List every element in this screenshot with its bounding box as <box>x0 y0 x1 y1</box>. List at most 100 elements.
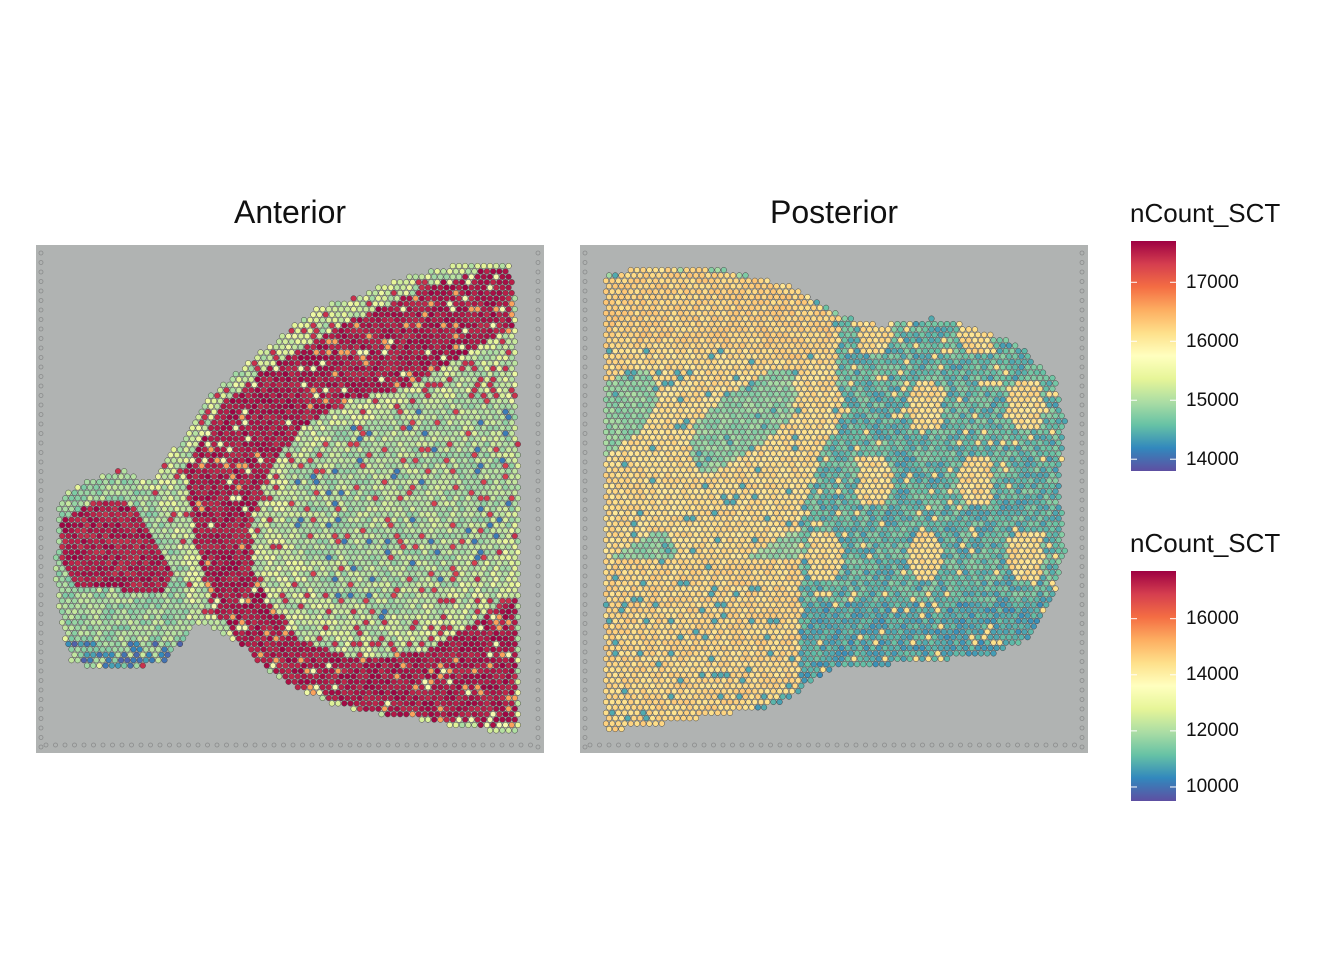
spot <box>480 543 487 550</box>
spot <box>471 721 478 729</box>
spot <box>263 446 270 453</box>
spot <box>118 527 125 534</box>
spot <box>344 608 351 615</box>
spot <box>325 673 332 680</box>
spot <box>384 646 391 653</box>
spot <box>381 662 388 669</box>
spot <box>325 403 332 410</box>
spot <box>124 484 131 491</box>
spot <box>285 387 292 394</box>
spot <box>455 619 463 626</box>
spot <box>90 640 97 648</box>
spot <box>344 327 351 334</box>
spot <box>242 538 249 545</box>
spot <box>397 365 404 372</box>
spot <box>297 603 304 610</box>
spot <box>260 354 267 361</box>
spot <box>229 505 236 513</box>
spot <box>496 333 503 340</box>
spot <box>266 451 273 459</box>
spot <box>493 511 500 518</box>
spot <box>633 310 641 317</box>
spot <box>257 522 264 529</box>
spot <box>74 538 81 545</box>
spot <box>111 495 118 502</box>
spot <box>350 662 357 669</box>
spot <box>161 624 168 631</box>
spot <box>176 543 184 550</box>
spot <box>269 522 277 529</box>
spot <box>804 304 811 311</box>
spot <box>319 381 326 388</box>
spot <box>65 565 72 572</box>
spot <box>736 315 743 322</box>
spot <box>502 289 509 297</box>
spot <box>397 538 404 545</box>
spot <box>294 381 301 388</box>
spot <box>474 349 481 356</box>
spot <box>505 338 512 345</box>
spot <box>505 651 512 658</box>
spot <box>455 522 463 529</box>
spot <box>183 608 190 615</box>
spot <box>496 441 503 448</box>
spot <box>468 370 475 378</box>
spot <box>618 304 625 311</box>
spot <box>446 635 453 642</box>
spot <box>127 619 134 626</box>
spot <box>161 657 168 664</box>
spot <box>87 484 94 491</box>
spot <box>201 619 208 626</box>
spot <box>310 635 317 642</box>
spot <box>375 435 382 442</box>
spot <box>511 651 518 658</box>
spot <box>431 446 438 453</box>
spot <box>437 705 444 712</box>
spot <box>353 441 360 448</box>
spot <box>288 392 295 399</box>
spot <box>294 424 301 432</box>
spot <box>437 532 444 540</box>
spot <box>87 646 94 653</box>
spot <box>499 392 506 399</box>
spot <box>155 495 162 502</box>
spot <box>335 365 342 372</box>
spot <box>62 635 69 642</box>
spot <box>403 279 410 286</box>
spot <box>149 516 156 523</box>
spot <box>384 430 391 437</box>
spot <box>288 327 295 334</box>
spot <box>186 527 193 534</box>
spot <box>273 549 280 556</box>
spot <box>341 333 348 340</box>
spot <box>338 619 345 626</box>
spot <box>443 273 450 280</box>
spot <box>68 559 75 567</box>
spot <box>167 624 174 631</box>
spot <box>437 306 444 313</box>
spot <box>316 376 323 383</box>
spot <box>415 581 422 588</box>
spot <box>288 662 295 669</box>
spot <box>344 576 351 583</box>
spot <box>369 554 376 561</box>
spot <box>496 419 503 426</box>
spot <box>378 322 385 329</box>
spot <box>443 414 450 421</box>
spot <box>285 376 292 383</box>
spot <box>424 338 432 345</box>
spot <box>201 478 208 486</box>
spot <box>319 370 326 378</box>
spot <box>319 489 326 496</box>
spot <box>220 457 227 464</box>
spot <box>381 446 388 453</box>
spot <box>505 500 512 507</box>
spot <box>257 565 264 572</box>
spot <box>310 462 317 469</box>
spot <box>176 608 184 615</box>
spot <box>121 608 128 615</box>
spot <box>381 694 388 702</box>
spot <box>465 441 472 448</box>
spot <box>452 657 459 664</box>
spot <box>384 538 391 545</box>
